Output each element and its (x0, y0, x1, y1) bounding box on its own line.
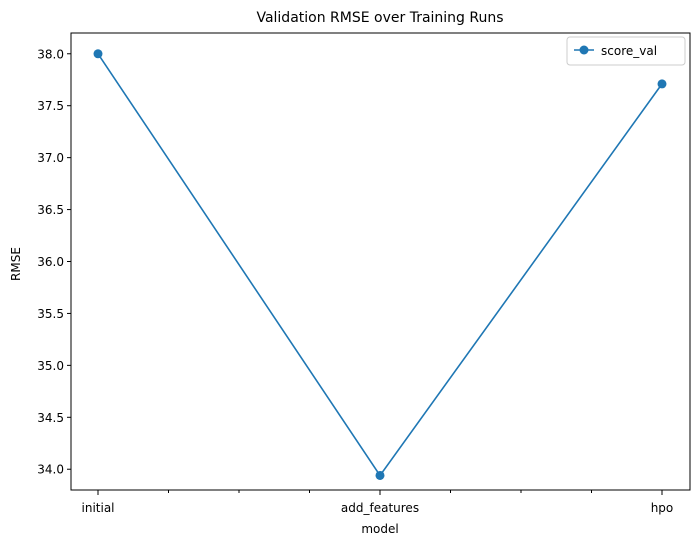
y-tick-label: 37.0 (37, 151, 64, 165)
x-tick-label: add_features (341, 501, 419, 515)
plot-area: 34.0 34.5 35.0 35.5 36.0 36.5 37.0 37.5 38.0 init… (37, 32, 691, 515)
data-point (93, 49, 103, 59)
legend-label: score_val (601, 44, 657, 58)
data-point (375, 470, 385, 480)
legend-point-marker (579, 45, 589, 55)
x-tick-label: hpo (651, 501, 674, 515)
y-tick-label: 35.5 (37, 307, 64, 321)
legend: score_val (566, 36, 686, 66)
y-tick-label: 34.5 (37, 411, 64, 425)
y-tick-label: 34.0 (37, 463, 64, 477)
axes-frame (70, 32, 691, 491)
data-point (657, 79, 667, 89)
legend-frame (566, 36, 686, 66)
y-axis-label: RMSE (9, 247, 23, 281)
y-tick-label: 36.0 (37, 255, 64, 269)
y-tick-label: 36.5 (37, 203, 64, 217)
y-tick-label: 37.5 (37, 99, 64, 113)
y-tick-label: 35.0 (37, 359, 64, 373)
x-axis-label: model (361, 522, 398, 536)
chart-title: Validation RMSE over Training Runs (256, 10, 503, 26)
x-tick-label: initial (82, 501, 115, 515)
y-tick-label: 38.0 (37, 47, 64, 61)
